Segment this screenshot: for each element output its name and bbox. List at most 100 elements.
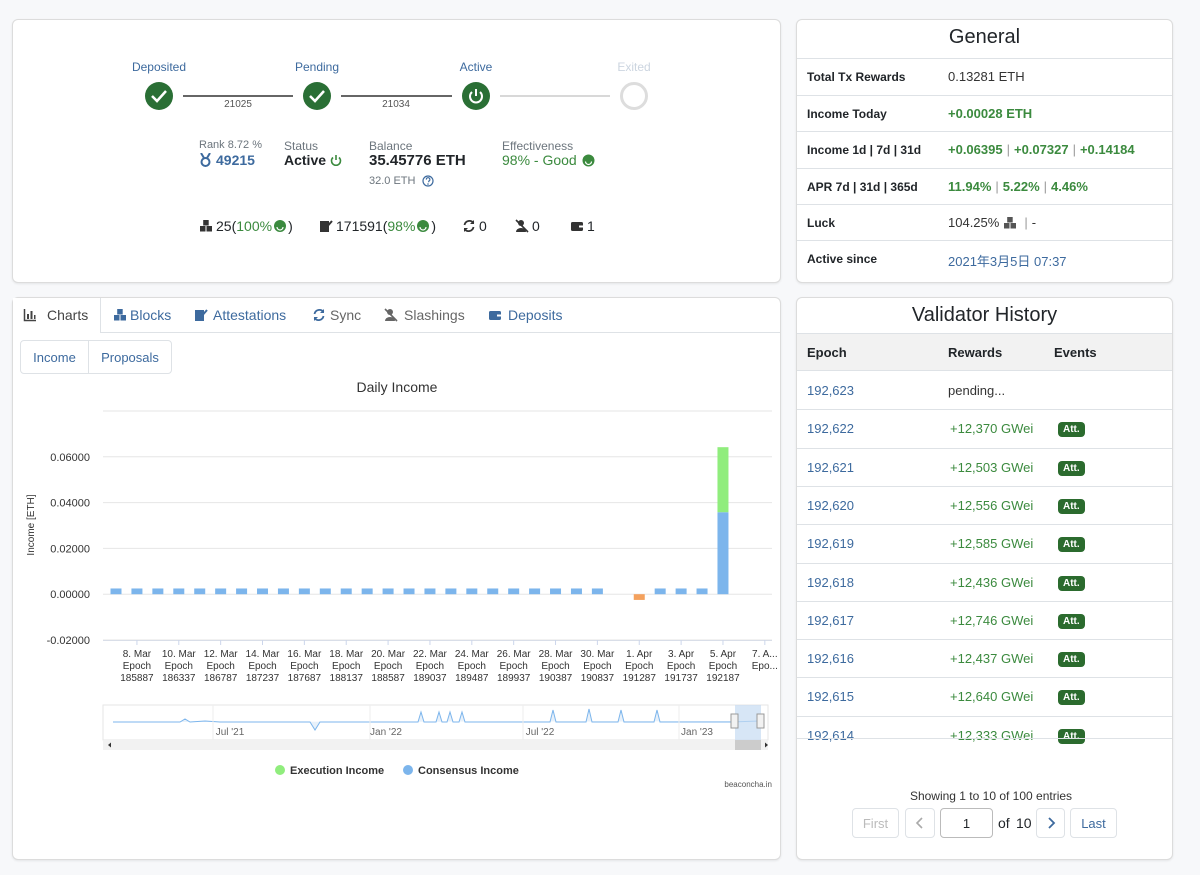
separator: | [995,179,999,194]
rank-value[interactable]: 49215 [216,152,255,168]
x-tick-sublabel: Epoch [499,661,527,672]
stat: 171591(98%) [336,218,436,234]
chart-credit[interactable]: beaconcha.in [724,780,772,789]
x-tick-sublabel: Epoch [206,661,234,672]
event-badge: Att. [1058,537,1085,553]
stat-icon [463,220,475,232]
tab[interactable]: Blocks [130,307,172,323]
x-tick-sublabel: Epoch [583,661,611,672]
tab-icon [489,311,501,320]
navigator-handle[interactable] [756,713,765,729]
y-tick-label: 0.02000 [50,543,90,555]
epoch-link[interactable]: 192,618 [807,574,854,590]
epoch-link[interactable]: 192,616 [807,651,854,667]
event-badge: Att. [1058,728,1085,744]
x-tick-sublabel: Epoch [625,661,653,672]
column-header[interactable]: Rewards [948,345,1003,360]
epoch-link[interactable]: 192,615 [807,689,854,705]
x-tick-label: 20. Mar [371,649,406,660]
epoch-link[interactable]: 192,621 [807,459,854,475]
column-header[interactable]: Epoch [807,345,847,360]
reward: pending... [948,383,1006,398]
epoch-link[interactable]: 192,620 [807,497,854,513]
x-tick-sublabel: Epoch [248,661,276,672]
bar [591,588,603,595]
x-tick-label: 1. Apr [626,649,653,660]
x-tick-sublabel: 188137 [330,673,364,684]
bar [215,588,227,595]
row-divider [797,600,1172,602]
balance-value: 35.45776 ETH [369,152,466,169]
bar [131,588,143,595]
tab-icon [384,308,398,322]
row-label: Income 1d | 7d | 31d [807,143,922,157]
x-tick-sublabel: 189937 [497,673,531,684]
stage-label: Active [460,60,493,74]
value[interactable]: 2021年3月5日 07:37 [948,254,1067,269]
tab[interactable]: Deposits [508,307,563,323]
value: 4.46% [1051,179,1088,194]
epoch-link[interactable]: 192,617 [807,612,854,628]
stat-count: 0 [479,218,487,234]
epoch-link[interactable]: 192,622 [807,421,854,437]
stepper: Deposited Pending Active Exited 21025 21… [132,60,651,110]
legend-label: Execution Income [290,765,384,777]
separator: | [1024,215,1028,230]
stat-count: 171591 [336,218,383,234]
separator: | [1072,142,1076,157]
income-chart: Daily Income Income [ETH] beaconcha.in -… [26,379,778,789]
page-input[interactable]: 1 [940,808,993,838]
navigator-handle[interactable] [730,713,739,729]
prev-button[interactable] [905,808,935,838]
status-value: Active [284,152,327,168]
x-tick-sublabel: Epoch [165,661,193,672]
first-button[interactable]: First [852,808,899,838]
x-tick-sublabel: 187237 [246,673,280,684]
stat-percent: 100% [236,218,273,234]
bar [675,588,687,595]
x-tick-sublabel: 188587 [371,673,405,684]
scroll-left[interactable] [108,742,111,748]
value: +0.07327 [1013,142,1069,157]
page-count: 10 [1016,815,1032,831]
event-badge: Att. [1058,575,1085,591]
power-icon [330,155,342,166]
step-done [145,82,173,110]
last-button[interactable]: Last [1070,808,1117,838]
tab[interactable]: Attestations [213,307,287,323]
tab[interactable]: Charts [47,307,89,323]
bar [445,588,457,595]
next-button[interactable] [1036,808,1065,838]
subtab[interactable]: Income [20,340,89,374]
value: - [1031,215,1037,230]
reward: +12,370 GWei [950,421,1034,437]
table-info: Showing 1 to 10 of 100 entries [909,789,1073,803]
help-icon[interactable] [422,175,434,187]
scroll-right[interactable] [765,742,768,748]
epoch-link[interactable]: 192,619 [807,536,854,552]
separator: | [1043,179,1048,194]
value: 104.25% [948,215,1000,230]
y-tick-label: 0.04000 [50,498,90,510]
stage-label: Exited [617,60,650,74]
scrollbar[interactable] [103,740,768,750]
subtab[interactable]: Proposals [88,340,172,374]
x-tick-sublabel: 192187 [706,673,740,684]
x-tick-label: 16. Mar [287,649,322,660]
epoch-link[interactable]: 192,614 [807,727,854,743]
reward: +12,436 GWei [950,574,1034,590]
scrollbar-thumb[interactable] [735,740,761,750]
value: +0.00028 ETH [948,106,1033,121]
bar [654,588,666,595]
row-divider [797,485,1172,487]
column-header[interactable]: Events [1054,345,1097,360]
epoch-link[interactable]: 192,623 [807,383,854,398]
x-tick-label: 26. Mar [497,649,532,660]
tab[interactable]: Slashings [404,307,465,323]
stat-count: 0 [532,218,540,234]
tab[interactable]: Sync [330,307,362,323]
value: 0.13281 ETH [948,69,1025,84]
row-divider [797,524,1172,526]
separator: | [1006,142,1010,157]
history-title: Validator History [911,304,1058,326]
